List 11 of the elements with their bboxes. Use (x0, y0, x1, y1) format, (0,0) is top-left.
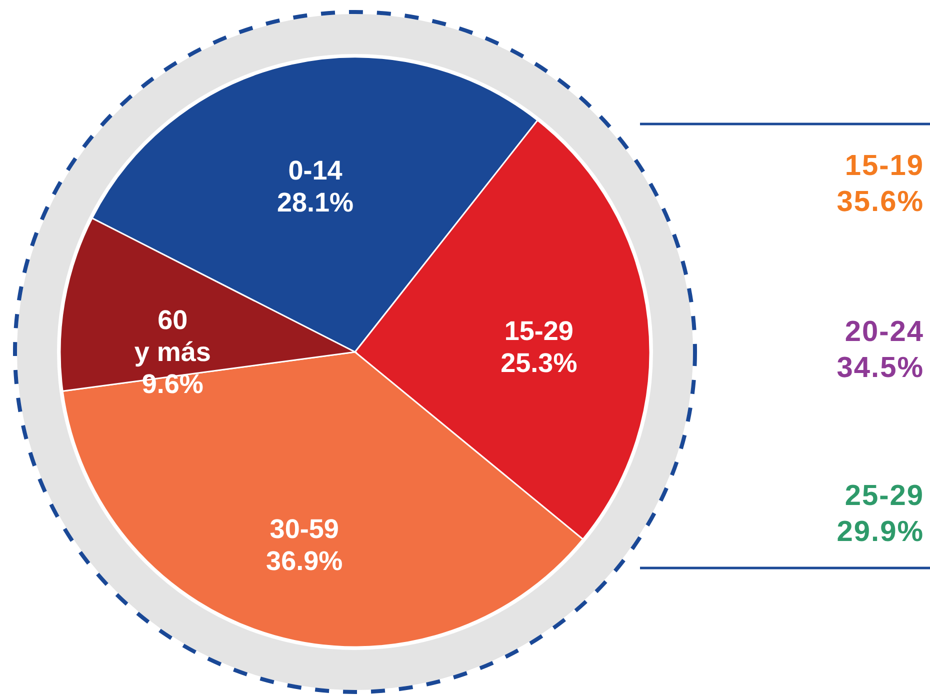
text: 20-24 34.5% (836, 315, 924, 386)
slice-label: 30-59 (270, 514, 339, 544)
slice-label: 60 y más (134, 304, 211, 367)
slice-label: 0-14 (288, 155, 342, 186)
data-label: 25.3% (500, 348, 578, 378)
text: 25-29 29.9% (836, 479, 924, 550)
data-label: 9.6% (142, 368, 204, 399)
slice-label: 15-29 (504, 316, 574, 346)
data-label: 28.1% (277, 187, 354, 218)
data-label: 36.9% (266, 546, 343, 576)
text: 15-19 35.6% (836, 149, 924, 220)
